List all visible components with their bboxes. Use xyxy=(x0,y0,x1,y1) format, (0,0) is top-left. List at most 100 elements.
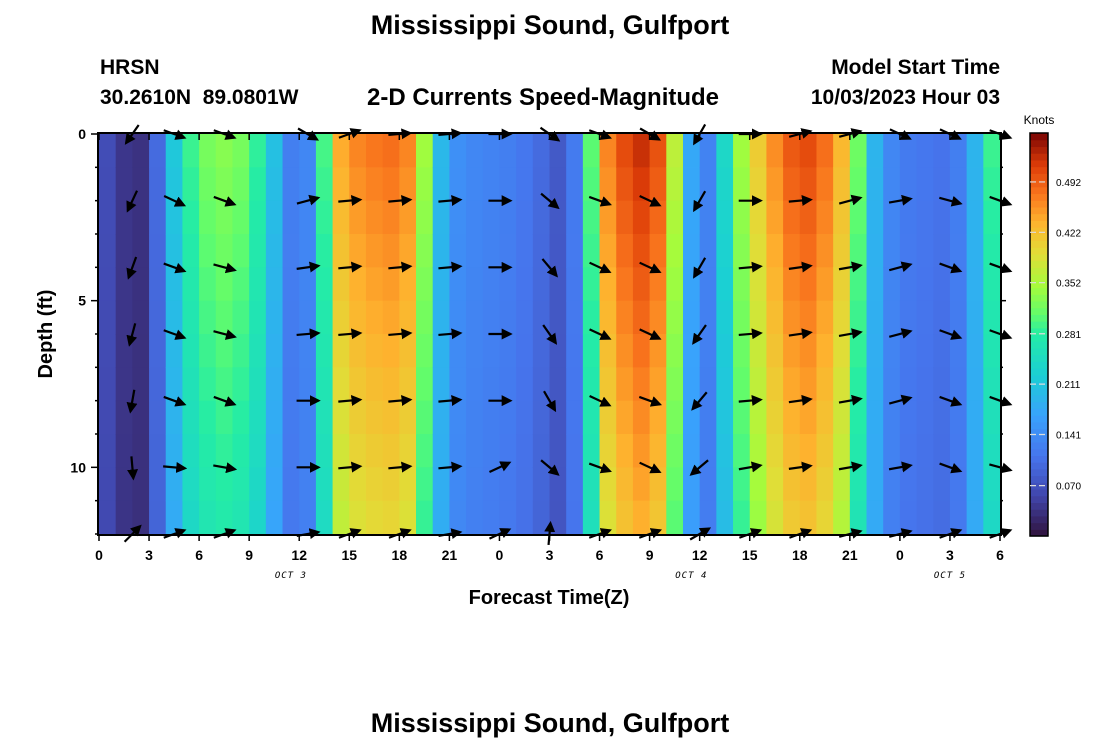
heatmap-cell xyxy=(632,300,651,335)
heatmap-cell xyxy=(666,167,684,202)
heatmap-cell xyxy=(966,400,984,435)
heatmap-cell xyxy=(482,367,501,402)
heatmap-cell xyxy=(649,134,667,168)
heatmap-cell xyxy=(883,367,901,402)
heatmap-cell xyxy=(299,267,317,302)
heatmap-cell xyxy=(783,234,801,268)
heatmap-cell xyxy=(232,134,250,168)
heatmap-cell xyxy=(532,167,551,202)
heatmap-cell xyxy=(549,167,567,202)
heatmap-cell xyxy=(399,467,417,502)
heatmap-cell xyxy=(582,467,601,502)
heatmap-cell xyxy=(399,434,417,468)
heatmap-cell xyxy=(265,200,284,235)
heatmap-cell xyxy=(249,200,267,235)
heatmap-cell xyxy=(349,400,367,435)
heatmap-cell xyxy=(716,167,734,202)
date-label: OCT 4 xyxy=(675,571,707,581)
colorbar-band xyxy=(1030,455,1048,463)
heatmap-cell xyxy=(916,134,934,168)
heatmap-cell xyxy=(282,400,300,435)
heatmap-cell xyxy=(282,200,300,235)
heatmap-cell xyxy=(666,434,684,468)
heatmap-cell xyxy=(466,300,484,335)
heatmap-cell xyxy=(365,134,384,168)
heatmap-cell xyxy=(983,300,1001,335)
heatmap-cell xyxy=(566,200,584,235)
heatmap-cell xyxy=(99,467,117,502)
heatmap-cell xyxy=(682,234,701,268)
current-vector-arrow xyxy=(838,328,863,340)
heatmap-cell xyxy=(532,134,551,168)
heatmap-cell xyxy=(716,500,734,535)
heatmap-cell xyxy=(149,167,167,202)
heatmap-cell xyxy=(299,200,317,235)
heatmap-cell xyxy=(299,367,317,402)
heatmap-cell xyxy=(899,400,918,435)
heatmap-cell xyxy=(532,400,551,435)
colorbar-band xyxy=(1030,408,1048,416)
heatmap-cell xyxy=(916,167,934,202)
current-vector-arrow xyxy=(163,329,187,340)
heatmap-cell xyxy=(149,500,167,535)
heatmap-cell xyxy=(649,500,667,535)
heatmap-cell xyxy=(632,334,651,368)
heatmap-cell xyxy=(883,234,901,268)
heatmap-cell xyxy=(416,434,434,468)
heatmap-cell xyxy=(949,267,968,302)
heatmap-cell xyxy=(299,500,317,535)
heatmap-cell xyxy=(716,300,734,335)
y-tick-label: 10 xyxy=(70,459,86,475)
heatmap-cell xyxy=(416,334,434,368)
heatmap-cell xyxy=(149,134,167,168)
colorbar-band xyxy=(1030,139,1048,148)
heatmap-cell xyxy=(466,467,484,502)
heatmap-cell xyxy=(582,367,601,402)
heatmap-cell xyxy=(616,234,634,268)
heatmap-cell xyxy=(649,434,667,468)
heatmap-cell xyxy=(482,400,501,435)
heatmap-cell xyxy=(699,267,717,302)
heatmap-cell xyxy=(349,267,367,302)
colorbar-band xyxy=(1030,280,1048,289)
heatmap-cell xyxy=(132,467,150,502)
heatmap-cell xyxy=(215,500,234,535)
heatmap-cell xyxy=(883,167,901,202)
heatmap-cell xyxy=(349,500,367,535)
current-vector-arrow xyxy=(438,261,463,273)
heatmap-cell xyxy=(432,467,450,502)
heatmap-cell xyxy=(566,167,584,202)
heatmap-cell xyxy=(416,300,434,335)
heatmap-cell xyxy=(299,134,317,168)
heatmap-cell xyxy=(966,500,984,535)
current-vector-arrow xyxy=(693,257,707,279)
heatmap-cell xyxy=(582,334,601,368)
heatmap-cell xyxy=(866,467,884,502)
colorbar-band xyxy=(1030,213,1048,221)
heatmap-cell xyxy=(983,200,1001,235)
heatmap-cell xyxy=(482,334,501,368)
heatmap-cell xyxy=(566,334,584,368)
current-vector-arrow xyxy=(939,195,963,207)
colorbar-band xyxy=(1030,220,1048,228)
station-id: HRSN xyxy=(100,56,160,79)
heatmap-cell xyxy=(883,400,901,435)
heatmap-cell xyxy=(249,467,267,502)
heatmap-cell xyxy=(799,500,818,535)
heatmap-cell xyxy=(416,134,434,168)
heatmap-cell xyxy=(182,400,200,435)
heatmap-cell xyxy=(899,167,918,202)
heatmap-cell xyxy=(599,500,617,535)
current-vectors xyxy=(123,123,1013,546)
current-vector-arrow xyxy=(438,328,463,340)
heatmap-cell xyxy=(766,367,784,402)
heatmap-cell xyxy=(716,200,734,235)
current-vector-arrow xyxy=(888,194,913,206)
heatmap-cell xyxy=(733,167,751,202)
colorbar-band xyxy=(1030,260,1048,268)
heatmap-cell xyxy=(399,334,417,368)
heatmap-cell xyxy=(165,234,184,268)
current-vector-arrow xyxy=(163,395,187,407)
heatmap-cell xyxy=(232,334,250,368)
